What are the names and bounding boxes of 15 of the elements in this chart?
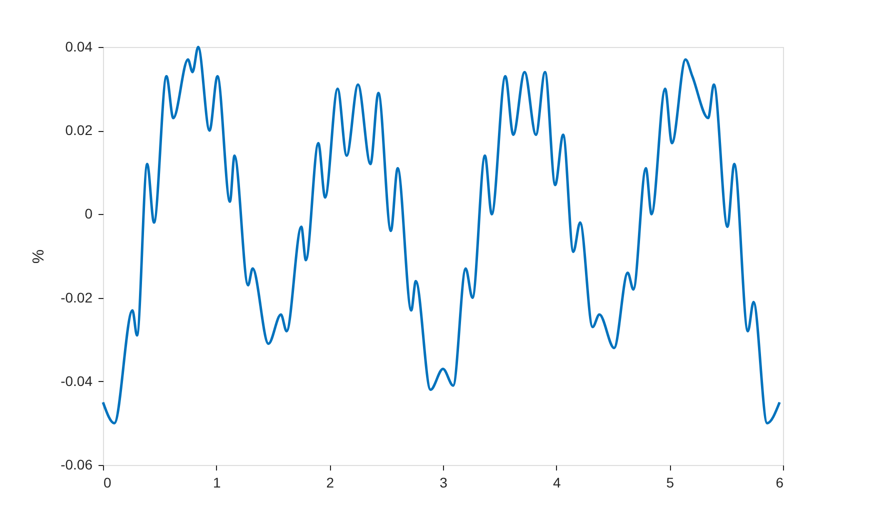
y-tick-label: -0.06 [60,456,93,472]
x-tick-label: 2 [326,474,334,490]
x-tick-label: 3 [440,474,448,490]
x-tick-label: 6 [776,474,784,490]
x-tick-label: 0 [104,474,112,490]
y-tick-label: 0.02 [65,122,93,138]
line-series [102,46,781,424]
y-tick-label: 0.04 [65,38,93,54]
y-tick-label: 0 [84,206,93,222]
x-tick-label: 4 [552,474,561,490]
y-tick-label: -0.04 [60,372,93,389]
y-axis-title: % [30,249,48,264]
y-tick-label: -0.02 [60,289,93,306]
x-tick-label: 1 [212,474,221,490]
x-tick-label: 5 [666,474,674,490]
